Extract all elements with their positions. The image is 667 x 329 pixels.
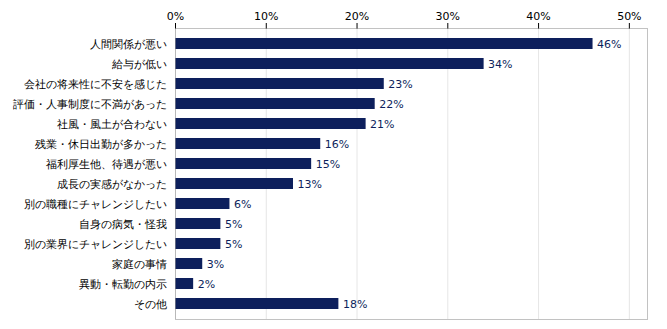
- svg-text:家庭の事情: 家庭の事情: [112, 258, 167, 271]
- svg-text:3%: 3%: [207, 258, 224, 271]
- svg-text:22%: 22%: [379, 98, 403, 111]
- svg-text:評価・人事制度に不満があった: 評価・人事制度に不満があった: [13, 98, 167, 111]
- svg-text:2%: 2%: [198, 278, 215, 291]
- svg-text:給与が低い: 給与が低い: [111, 58, 167, 71]
- svg-text:成長の実感がなかった: 成長の実感がなかった: [57, 178, 167, 191]
- svg-text:30%: 30%: [436, 10, 460, 23]
- svg-text:15%: 15%: [316, 158, 340, 171]
- svg-text:46%: 46%: [597, 38, 621, 51]
- svg-text:福利厚生他、待遇が悪い: 福利厚生他、待遇が悪い: [46, 158, 167, 171]
- svg-text:13%: 13%: [298, 178, 322, 191]
- svg-text:自身の病気・怪我: 自身の病気・怪我: [79, 218, 167, 231]
- svg-text:10%: 10%: [254, 10, 278, 23]
- svg-text:社風・風土が合わない: 社風・風土が合わない: [57, 118, 167, 131]
- svg-text:5%: 5%: [225, 218, 242, 231]
- svg-text:50%: 50%: [617, 10, 641, 23]
- svg-text:別の職種にチャレンジしたい: 別の職種にチャレンジしたい: [24, 198, 167, 211]
- svg-text:23%: 23%: [388, 78, 412, 91]
- svg-text:その他: その他: [134, 298, 167, 311]
- svg-text:残業・休日出勤が多かった: 残業・休日出勤が多かった: [35, 138, 167, 151]
- svg-text:6%: 6%: [234, 198, 251, 211]
- svg-text:別の業界にチャレンジしたい: 別の業界にチャレンジしたい: [24, 238, 167, 251]
- svg-text:16%: 16%: [325, 138, 349, 151]
- svg-text:40%: 40%: [526, 10, 550, 23]
- svg-text:0%: 0%: [167, 10, 184, 23]
- svg-text:21%: 21%: [370, 118, 394, 131]
- svg-text:20%: 20%: [345, 10, 369, 23]
- svg-text:5%: 5%: [225, 238, 242, 251]
- svg-text:18%: 18%: [343, 298, 367, 311]
- svg-text:人間関係が悪い: 人間関係が悪い: [90, 38, 167, 51]
- svg-text:34%: 34%: [488, 58, 512, 71]
- svg-text:会社の将来性に不安を感じた: 会社の将来性に不安を感じた: [24, 78, 167, 91]
- svg-text:異動・転勤の内示: 異動・転勤の内示: [79, 278, 167, 291]
